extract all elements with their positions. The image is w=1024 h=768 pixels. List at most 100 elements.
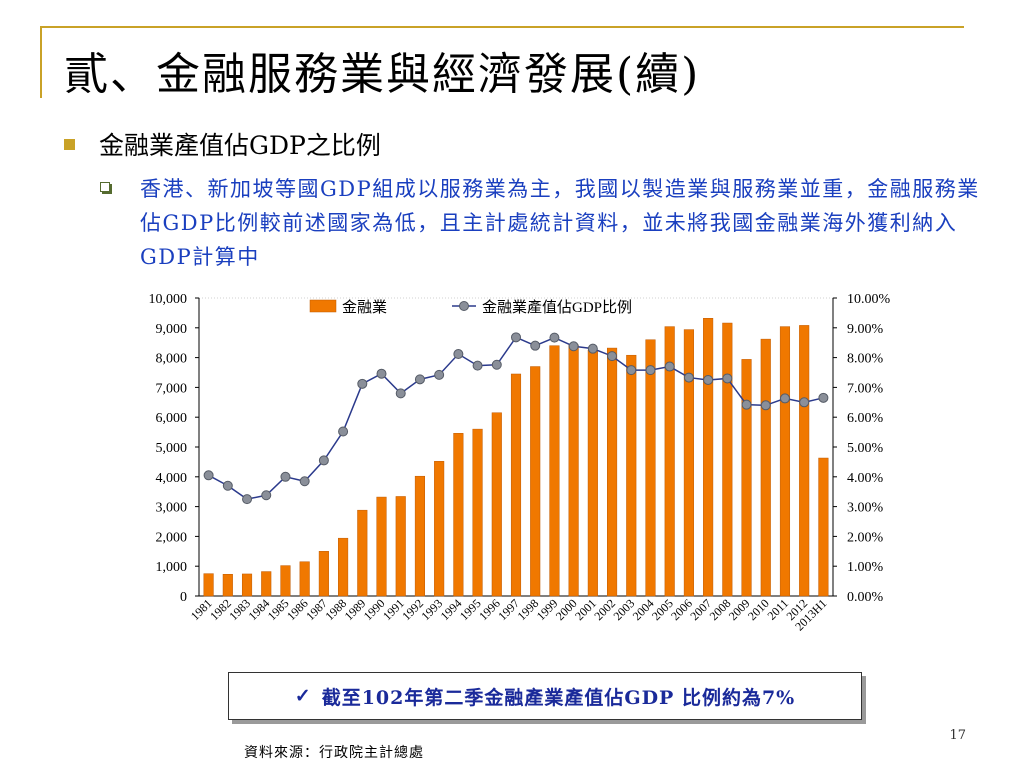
data-source: 資料來源：行政院主計總處 — [244, 745, 424, 761]
slide-title: 貳、金融服務業與經濟發展(續) — [64, 49, 701, 100]
right-axis-tick-label: 2.00% — [847, 530, 884, 545]
bar-finance — [607, 347, 618, 597]
bar-finance — [491, 412, 502, 597]
point-gdp-ratio — [664, 361, 675, 372]
point-gdp-ratio — [222, 480, 233, 491]
bar-finance — [357, 509, 368, 597]
right-axis-tick-label: 1.00% — [847, 560, 884, 575]
title-side-rule — [40, 26, 42, 98]
point-gdp-ratio — [587, 343, 598, 354]
point-gdp-ratio — [703, 374, 714, 385]
point-gdp-ratio — [722, 373, 733, 384]
bar-finance — [280, 565, 291, 597]
right-axis-tick-label: 3.00% — [847, 501, 884, 516]
bar-finance — [434, 461, 445, 597]
point-gdp-ratio — [549, 332, 560, 343]
right-axis-tick-label: 7.00% — [847, 381, 884, 396]
bar-finance — [203, 573, 214, 597]
bullet-sub-text: 香港、新加坡等國GDP組成以服務業為主，我國以製造業與服務業並重，金融服務業佔G… — [140, 177, 980, 269]
bar-finance — [318, 551, 329, 597]
point-gdp-ratio — [434, 369, 445, 380]
point-gdp-ratio — [395, 388, 406, 399]
point-gdp-ratio — [799, 397, 810, 408]
point-gdp-ratio — [299, 476, 310, 487]
bar-finance — [741, 359, 752, 597]
point-gdp-ratio — [242, 494, 253, 505]
point-gdp-ratio — [491, 359, 502, 370]
page-number: 17 — [949, 728, 966, 743]
summary-note-box: ✓ 截至102年第二季金融產業產值佔GDP 比例約為7% — [228, 672, 862, 720]
right-axis-tick-label: 4.00% — [847, 471, 884, 486]
point-gdp-ratio — [626, 365, 637, 376]
legend-swatch-gdp-ratio-marker — [459, 301, 469, 311]
bar-finance — [645, 339, 656, 597]
point-gdp-ratio — [472, 360, 483, 371]
bullet-main: 金融業產值佔GDP之比例 — [64, 126, 381, 162]
point-gdp-ratio — [645, 365, 656, 376]
point-gdp-ratio — [318, 455, 329, 466]
point-gdp-ratio — [414, 374, 425, 385]
point-gdp-ratio — [203, 470, 214, 481]
left-axis-tick-label: 9,000 — [156, 322, 188, 337]
checkmark-icon: ✓ — [294, 685, 312, 707]
square-bullet-icon — [64, 138, 75, 150]
bar-finance — [760, 338, 771, 597]
legend-label-finance: 金融業 — [342, 299, 387, 316]
left-axis-tick-label: 5,000 — [156, 441, 188, 456]
point-gdp-ratio — [779, 393, 790, 404]
bar-finance — [779, 326, 791, 597]
bar-finance — [376, 496, 387, 597]
bar-finance — [549, 345, 560, 597]
legend-swatch-finance — [309, 299, 337, 313]
right-axis-tick-label: 0.00% — [847, 590, 884, 605]
right-axis-tick-label: 10.00% — [847, 292, 891, 307]
bar-finance — [395, 496, 406, 597]
bullet-main-text: 金融業產值佔GDP之比例 — [99, 131, 381, 160]
point-gdp-ratio — [511, 332, 521, 343]
point-gdp-ratio — [376, 368, 387, 379]
left-axis-tick-label: 3,000 — [156, 501, 188, 516]
bar-finance — [510, 373, 522, 597]
left-axis-tick-label: 10,000 — [149, 292, 188, 307]
left-axis-tick-label: 4,000 — [156, 471, 188, 486]
point-gdp-ratio — [357, 378, 368, 389]
point-gdp-ratio — [261, 490, 272, 501]
bar-finance — [530, 366, 541, 597]
finance-gdp-chart: 0 1,000 2,000 3,000 4,000 5,000 6,000 7,000 8,00… — [149, 292, 891, 633]
point-gdp-ratio — [530, 340, 541, 351]
bar-finance — [222, 573, 233, 597]
left-axis-tick-label: 7,000 — [156, 381, 188, 396]
bar-finance — [664, 326, 675, 597]
point-gdp-ratio — [568, 341, 579, 352]
bar-finance — [626, 354, 637, 597]
right-axis-tick-label: 6.00% — [847, 411, 884, 426]
bar-finance — [683, 329, 694, 597]
summary-note-text: 截至102年第二季金融產業產值佔GDP 比例約為7% — [321, 686, 796, 709]
right-axis-tick-label: 9.00% — [847, 322, 884, 337]
title-top-rule — [40, 26, 964, 28]
point-gdp-ratio — [683, 372, 694, 383]
point-gdp-ratio — [741, 399, 752, 410]
left-axis-tick-label: 6,000 — [156, 411, 188, 426]
bar-finance — [414, 475, 425, 597]
bar-finance — [799, 325, 810, 597]
right-axis-tick-label: 8.00% — [847, 352, 884, 367]
bar-finance — [299, 561, 310, 597]
bar-finance — [261, 571, 272, 597]
legend-label-gdp-ratio: 金融業產值佔GDP比例 — [482, 299, 632, 316]
point-gdp-ratio — [280, 471, 291, 482]
bullet-sub: 香港、新加坡等國GDP組成以服務業為主，我國以製造業與服務業並重，金融服務業佔G… — [100, 172, 980, 274]
bar-finance — [453, 433, 464, 597]
bar-finance — [472, 428, 483, 597]
bar-finance — [703, 318, 714, 597]
left-axis-tick-label: 1,000 — [156, 560, 188, 575]
point-gdp-ratio — [760, 400, 771, 411]
bar-finance — [818, 457, 829, 597]
right-axis-tick-label: 5.00% — [847, 441, 884, 456]
left-axis-tick-label: 2,000 — [156, 530, 188, 545]
bar-finance — [338, 537, 349, 597]
point-gdp-ratio — [818, 392, 829, 403]
left-axis-tick-label: 8,000 — [156, 352, 188, 367]
checkbox-bullet-icon — [100, 182, 110, 192]
bar-finance — [241, 573, 253, 597]
